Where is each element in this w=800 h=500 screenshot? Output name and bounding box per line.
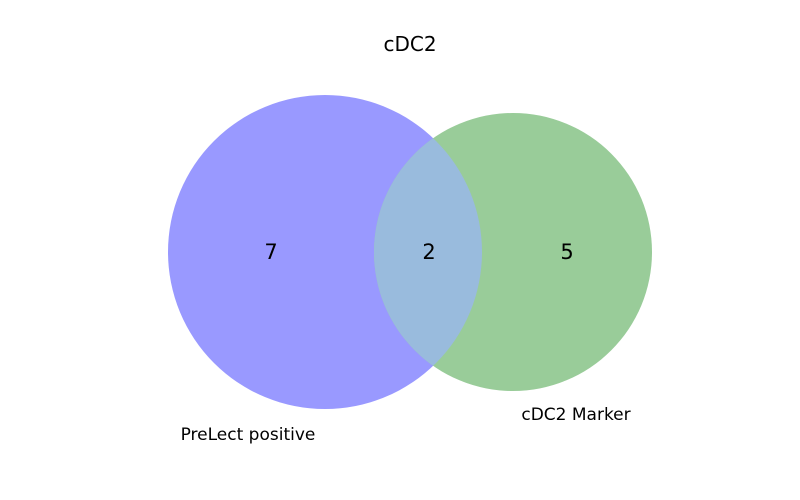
set-a-label: PreLect positive [181, 425, 316, 445]
intersection-region [374, 113, 482, 391]
set-b-only-count: 5 [560, 240, 573, 264]
intersection-count: 2 [422, 240, 435, 264]
set-a-only-count: 7 [264, 240, 277, 264]
diagram-title: cDC2 [383, 32, 436, 56]
set-b-label: cDC2 Marker [521, 405, 630, 425]
